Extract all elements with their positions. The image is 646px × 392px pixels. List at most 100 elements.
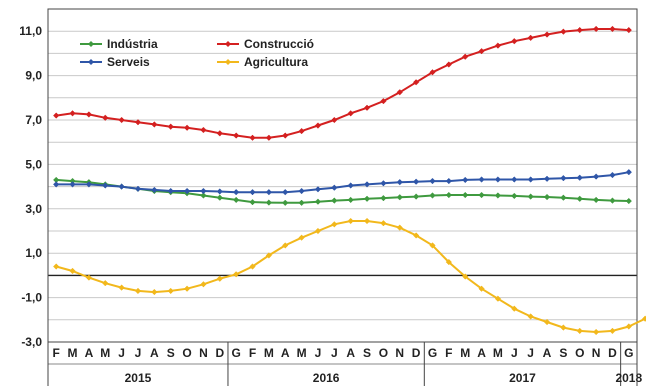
data-point [102, 114, 109, 121]
data-point [560, 28, 567, 35]
data-point [118, 284, 125, 291]
data-point [543, 31, 551, 38]
data-point [429, 177, 436, 185]
data-point [249, 134, 256, 141]
x-tick-label: J [511, 346, 518, 360]
legend-item: Construcció [217, 37, 314, 51]
data-point [232, 196, 240, 204]
data-point [462, 273, 469, 280]
year-label: 2018 [615, 371, 642, 385]
data-point [592, 173, 600, 180]
data-point [53, 263, 60, 270]
data-point [331, 221, 338, 228]
data-point [216, 275, 223, 282]
data-point [592, 328, 600, 336]
data-point [102, 182, 109, 189]
data-point [249, 263, 256, 270]
x-tick-label: A [477, 346, 486, 360]
series-construcció [53, 25, 632, 141]
data-point [282, 188, 289, 196]
data-point [625, 197, 632, 205]
data-point [380, 220, 387, 227]
x-tick-label: G [624, 346, 633, 360]
data-point [69, 267, 76, 275]
data-point [363, 104, 371, 111]
data-point [527, 176, 534, 183]
y-tick-label: 3,0 [25, 202, 42, 216]
data-point [232, 188, 240, 196]
data-point [543, 175, 551, 182]
data-point [494, 295, 502, 302]
data-point [445, 258, 453, 266]
data-point [445, 177, 453, 185]
data-point [200, 192, 207, 199]
x-tick-label: N [199, 346, 208, 360]
data-point [560, 194, 567, 201]
grid-layer [47, 8, 638, 343]
data-point [445, 191, 453, 199]
data-point [347, 196, 354, 204]
x-tick-label: M [264, 346, 274, 360]
x-tick-label: S [363, 346, 371, 360]
y-tick-label: 7,0 [25, 113, 42, 127]
data-point [642, 315, 646, 322]
data-point [511, 176, 518, 183]
data-point [183, 187, 191, 195]
legend-marker [88, 41, 94, 47]
data-point [576, 174, 583, 181]
x-tick-label: A [346, 346, 355, 360]
data-point [183, 285, 191, 292]
y-tick-label: -1,0 [21, 291, 42, 305]
data-point [412, 232, 420, 239]
data-point [265, 134, 273, 141]
data-point [511, 305, 518, 312]
x-tick-label: M [100, 346, 110, 360]
data-point [609, 197, 616, 204]
data-point [151, 288, 158, 296]
data-point [232, 271, 240, 278]
x-tick-label: A [543, 346, 552, 360]
data-point [576, 26, 583, 34]
data-point [167, 287, 174, 295]
data-point [527, 313, 534, 320]
data-point [85, 274, 93, 281]
data-point [249, 188, 256, 196]
data-point [347, 182, 354, 189]
series-agricultura [53, 217, 646, 336]
legend-marker [88, 59, 94, 65]
legend-label: Indústria [107, 37, 158, 51]
data-point [118, 183, 125, 190]
year-label: 2015 [125, 371, 152, 385]
x-tick-label: F [249, 346, 256, 360]
x-tick-label: O [182, 346, 191, 360]
data-point [494, 176, 502, 183]
data-point [625, 26, 632, 34]
data-point [282, 242, 289, 249]
data-point [118, 116, 125, 124]
series-line [56, 28, 629, 139]
data-point [412, 79, 420, 86]
legend-marker [225, 59, 231, 65]
data-point [478, 285, 485, 292]
x-tick-label: J [331, 346, 338, 360]
x-tick-label: J [135, 346, 142, 360]
data-point [265, 252, 273, 259]
x-tick-label: N [592, 346, 601, 360]
legend-label: Construcció [244, 37, 314, 51]
x-tick-label: M [68, 346, 78, 360]
legend-marker [225, 41, 231, 47]
data-point [216, 130, 223, 137]
data-point [298, 127, 305, 135]
data-point [511, 192, 518, 200]
plot-border [47, 8, 638, 343]
data-point [151, 186, 158, 194]
year-label: 2017 [509, 371, 536, 385]
data-point [380, 180, 387, 187]
legend: Indústria Serveis Construcció Agricultura [80, 37, 314, 69]
data-point [363, 195, 371, 202]
data-point [134, 287, 142, 295]
x-tick-label: D [608, 346, 617, 360]
y-tick-label: 11,0 [19, 24, 42, 38]
data-point [314, 186, 322, 193]
data-point [478, 48, 485, 55]
